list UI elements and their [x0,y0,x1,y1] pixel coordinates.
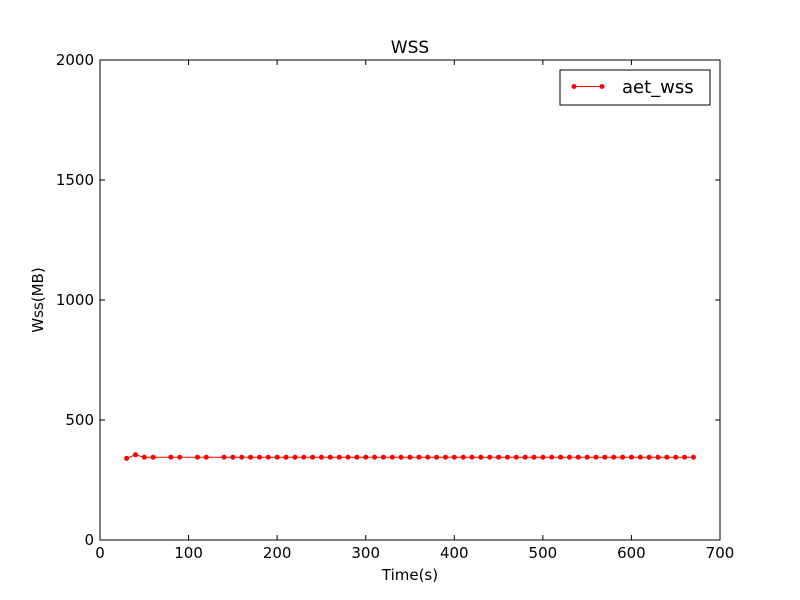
data-point [682,454,688,460]
data-point [416,454,422,460]
y-tick-label: 1000 [56,291,94,309]
data-point [487,454,493,460]
data-point [646,454,652,460]
data-point [301,454,307,460]
data-point [336,454,342,460]
data-point [292,454,298,460]
data-point [620,454,626,460]
data-point [584,454,590,460]
x-tick-label: 400 [440,544,469,562]
legend-marker [599,84,605,89]
data-point [531,454,537,460]
plot-area [124,452,696,461]
data-point [664,454,670,460]
data-point [256,454,262,460]
legend: aet_wss [559,69,711,106]
data-point [460,454,466,460]
data-point [372,454,378,460]
data-point [628,454,634,460]
data-point [496,454,502,460]
data-point [398,454,404,460]
data-point [434,454,440,460]
data-point [168,454,174,460]
x-tick-label: 700 [706,544,735,562]
y-tick-label: 1500 [56,171,94,189]
data-point [177,454,183,460]
legend-series-label: aet_wss [622,77,694,98]
x-axis-label: Time(s) [381,566,438,584]
data-point [194,454,200,460]
data-point [690,454,696,460]
plot-frame [99,59,721,541]
data-point [327,454,333,460]
x-tick-label: 100 [174,544,203,562]
data-point [602,454,608,460]
data-point [637,454,643,460]
data-point [407,454,413,460]
data-point [540,454,546,460]
data-point [478,454,484,460]
data-point [132,452,138,458]
data-point [345,454,351,460]
chart-title: WSS [391,38,429,58]
axes: 0 100 200 300 400 500 600 700 0 500 1000 1500 2000 [56,51,735,562]
data-point [354,454,360,460]
data-point [283,454,289,460]
data-point [504,454,510,460]
data-point [575,454,581,460]
data-point [469,454,475,460]
data-point [203,454,209,460]
data-point [221,454,227,460]
data-point [593,454,599,460]
data-point [673,454,679,460]
y-tick-label: 500 [65,411,94,429]
data-point [239,454,245,460]
data-point [655,454,661,460]
data-point [522,454,528,460]
data-point [549,454,555,460]
data-point [442,454,448,460]
data-point [558,454,564,460]
data-point [318,454,324,460]
x-tick-label: 600 [617,544,646,562]
data-point [363,454,369,460]
data-point [513,454,519,460]
data-point [389,454,395,460]
data-point [611,454,617,460]
x-tick-label: 200 [263,544,292,562]
data-point [230,454,236,460]
data-point [451,454,457,460]
y-tick-label: 2000 [56,51,94,69]
data-point [150,454,156,460]
data-point [274,454,280,460]
x-tick-label: 300 [351,544,380,562]
data-point [310,454,316,460]
legend-marker [571,84,577,89]
data-point [425,454,431,460]
data-point [141,454,147,460]
x-tick-label: 500 [529,544,558,562]
x-tick-label: 0 [95,544,105,562]
data-point [380,454,386,460]
data-point [248,454,254,460]
y-axis-label: Wss(MB) [29,267,47,332]
legend-frame [559,69,711,106]
y-tick-label: 0 [84,531,94,549]
data-point [124,455,130,461]
data-point [265,454,271,460]
data-point [566,454,572,460]
